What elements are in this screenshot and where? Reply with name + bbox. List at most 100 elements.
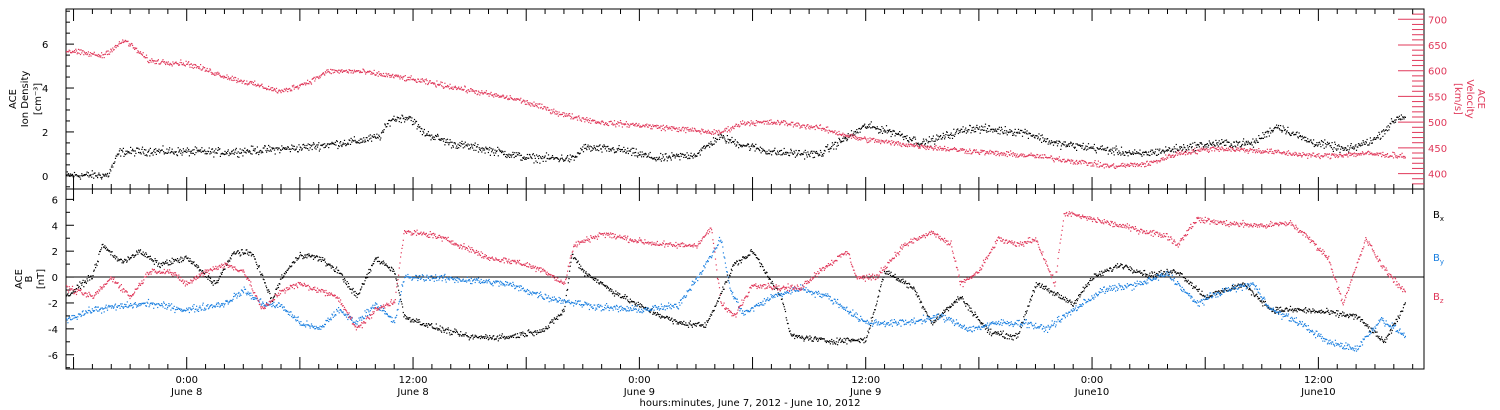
top-data-point (711, 143, 713, 145)
top-data-point (551, 109, 553, 111)
top-data-point (526, 103, 528, 105)
bottom-data-point (310, 256, 312, 258)
top-data-point (756, 122, 758, 124)
bottom-data-point (383, 262, 385, 264)
top-data-point (878, 139, 880, 141)
top-data-point (477, 93, 479, 95)
top-data-point (1394, 119, 1396, 121)
top-data-point (481, 90, 483, 92)
top-data-point (1252, 138, 1254, 140)
top-data-point (914, 136, 916, 138)
top-data-point (450, 87, 453, 90)
top-data-point (339, 69, 341, 71)
top-data-point (1371, 142, 1373, 144)
top-data-point (1151, 161, 1154, 163)
top-data-point (1032, 134, 1034, 136)
top-data-point (104, 53, 107, 55)
top-data-point (289, 90, 291, 92)
top-data-point (893, 144, 895, 146)
top-data-point (199, 150, 201, 152)
top-data-point (1312, 152, 1314, 154)
top-data-point (1118, 165, 1121, 167)
top-data-point (1009, 154, 1011, 156)
top-data-point (1129, 165, 1131, 167)
top-data-point (234, 151, 236, 153)
top-data-point (1365, 141, 1367, 143)
top-data-point (1242, 148, 1244, 150)
top-data-point (271, 90, 273, 92)
top-data-point (114, 161, 116, 163)
bottom-data-point (125, 259, 127, 261)
top-data-point (670, 159, 672, 161)
top-data-point (526, 153, 528, 156)
top-data-point (1396, 157, 1398, 159)
top-data-point (1276, 127, 1278, 129)
top-data-point (375, 137, 377, 139)
top-data-point (155, 153, 157, 155)
top-data-point (753, 124, 756, 126)
top-data-point (1273, 128, 1275, 130)
top-data-point (703, 145, 705, 147)
top-data-point (1191, 146, 1193, 148)
bottom-data-point (251, 253, 253, 255)
top-data-point (1194, 141, 1196, 144)
top-data-point (1056, 145, 1059, 147)
top-data-point (89, 174, 91, 176)
top-data-point (388, 74, 390, 77)
top-data-point (1247, 149, 1249, 151)
top-data-point (928, 136, 930, 138)
top-data-point (1254, 149, 1256, 151)
top-data-point (1102, 148, 1104, 150)
bottom-data-point (203, 273, 205, 275)
top-data-point (709, 131, 711, 133)
top-data-point (112, 166, 114, 168)
top-data-point (1151, 153, 1153, 155)
top-data-point (1367, 151, 1369, 153)
top-data-point (171, 63, 173, 66)
top-data-point (235, 79, 237, 81)
top-data-point (777, 150, 779, 152)
top-data-point (732, 141, 734, 143)
top-data-point (936, 139, 938, 141)
bottom-data-point (358, 293, 360, 295)
top-data-point (1145, 165, 1147, 167)
bottom-data-point (407, 317, 409, 319)
top-data-point (873, 137, 875, 140)
top-data-point (114, 157, 117, 159)
top-data-point (382, 72, 385, 75)
top-data-point (389, 76, 391, 78)
top-data-point (990, 153, 992, 155)
top-data-point (508, 97, 510, 99)
top-data-point (153, 150, 155, 152)
top-data-point (1310, 139, 1312, 141)
top-data-point (187, 150, 189, 152)
top-data-point (1149, 150, 1152, 153)
top-data-point (537, 103, 539, 105)
top-data-point (543, 157, 545, 159)
top-data-point (850, 130, 853, 132)
top-data-point (1054, 157, 1056, 160)
top-data-point (502, 94, 504, 96)
top-data-point (866, 127, 868, 129)
top-data-point (788, 155, 791, 157)
top-data-point (716, 138, 719, 141)
top-data-point (207, 71, 210, 73)
top-data-point (282, 90, 284, 92)
top-data-point (203, 150, 205, 152)
bottom-data-point (216, 280, 218, 282)
top-data-point (589, 117, 591, 120)
top-data-point (594, 122, 596, 124)
top-data-point (584, 118, 587, 120)
top-data-point (1121, 165, 1123, 167)
top-data-point (973, 126, 975, 128)
top-data-point (1069, 143, 1071, 145)
top-data-point (729, 140, 731, 142)
bottom-data-point (103, 246, 105, 249)
top-data-point (620, 122, 622, 124)
top-data-point (534, 157, 536, 159)
top-data-point (1149, 154, 1151, 157)
top-data-point (270, 149, 272, 151)
top-data-point (1052, 159, 1055, 162)
top-data-point (507, 99, 509, 101)
bottom-data-point (68, 295, 70, 297)
